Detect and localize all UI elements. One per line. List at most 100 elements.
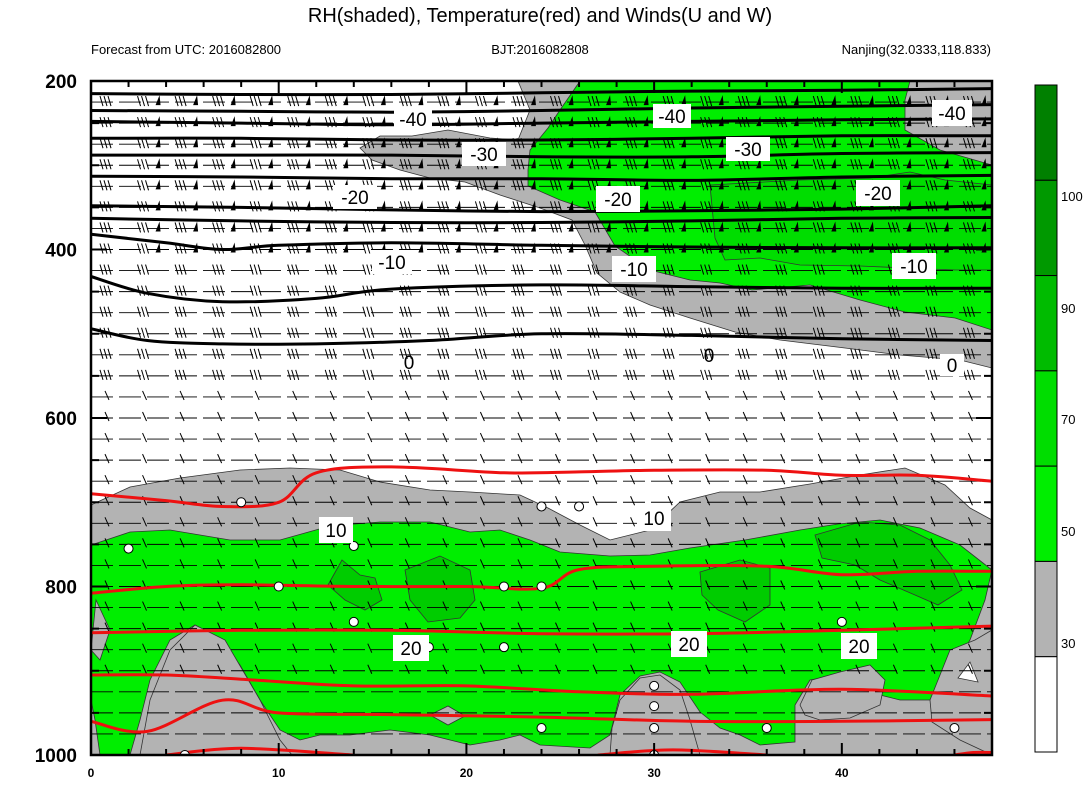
calm-circle — [536, 723, 547, 734]
red-isotherm-line — [91, 624, 992, 636]
calm-circle — [574, 501, 585, 512]
red-isotherm-line — [91, 465, 992, 509]
wind-barb — [812, 348, 825, 359]
wind-barb — [592, 664, 598, 674]
red-isotherm-line — [91, 698, 992, 734]
wind-barb — [775, 158, 799, 170]
isotherm-label-20-a: 20 — [393, 635, 429, 661]
wind-barb — [555, 517, 560, 527]
wind-barb — [512, 200, 536, 212]
wind-barb — [474, 179, 499, 191]
wind-barb — [404, 559, 410, 569]
wind-barb — [705, 517, 711, 527]
calm-circle — [649, 723, 660, 734]
isotherm-label-0-b: 0 — [704, 346, 715, 367]
wind-barb — [442, 496, 448, 506]
wind-barb — [479, 622, 485, 632]
wind-barb — [99, 285, 112, 296]
wind-barb — [930, 432, 936, 443]
wind-barb — [550, 200, 574, 212]
wind-barb — [437, 179, 461, 191]
svg-text:-30: -30 — [734, 140, 761, 161]
black-isotherm-line — [91, 117, 992, 127]
wind-barb — [442, 453, 448, 464]
wind-barb — [437, 327, 450, 338]
wind-barb — [292, 517, 298, 527]
wind-barb — [324, 327, 337, 338]
wind-barb — [855, 580, 861, 590]
calm-circle — [836, 616, 847, 627]
colorbar: 30 50 70 90 100 — [1034, 84, 1083, 753]
wind-barb — [137, 179, 161, 191]
wind-barb — [329, 432, 335, 443]
wind-barb — [142, 643, 147, 653]
svg-text:-20: -20 — [864, 184, 891, 205]
red-isotherm-line — [91, 564, 992, 595]
isotherm-label-m20-a: -20 — [333, 185, 377, 209]
wind-barb — [667, 601, 673, 611]
wind-barb — [625, 95, 649, 107]
wind-barb — [630, 411, 636, 422]
wind-barb — [892, 664, 898, 674]
wind-barb — [592, 622, 598, 632]
wind-barb — [479, 453, 485, 464]
wind-barb — [367, 664, 373, 674]
wind-barb — [254, 453, 260, 464]
wind-barb — [775, 221, 799, 233]
y-tick-label-1000: 1000 — [35, 746, 77, 767]
wind-barb — [324, 95, 349, 107]
wind-barb — [780, 411, 786, 422]
wind-barb — [817, 538, 823, 548]
wind-barb — [662, 264, 675, 275]
wind-barb — [367, 390, 373, 401]
wind-barb — [892, 559, 898, 569]
wind-barb — [592, 432, 598, 443]
wind-barb — [324, 285, 337, 296]
wind-barb — [249, 264, 262, 275]
wind-barb — [404, 664, 410, 674]
wind-barb — [817, 517, 823, 527]
wind-barb — [817, 390, 823, 401]
wind-barb — [442, 664, 448, 674]
wind-barb — [174, 306, 187, 317]
wind-barb — [705, 622, 711, 632]
wind-barb — [592, 474, 598, 485]
wind-barb — [367, 411, 373, 422]
wind-barb — [892, 601, 898, 611]
rh-gray-tongue-2 — [799, 664, 886, 721]
svg-text:-30: -30 — [470, 145, 497, 166]
wind-barb — [625, 369, 638, 381]
wind-barb — [287, 221, 311, 233]
wind-barb — [555, 643, 560, 653]
wind-barb — [705, 538, 711, 548]
wind-barb — [892, 538, 898, 548]
wind-barb — [517, 453, 523, 464]
wind-barb — [404, 517, 410, 527]
wind-barb — [254, 474, 260, 485]
isotherm-label-m10-b: -10 — [612, 256, 656, 282]
wind-barb — [142, 622, 147, 632]
wind-barb — [667, 622, 673, 632]
wind-barb — [892, 432, 898, 443]
wind-barb — [174, 264, 187, 275]
wind-barb — [817, 601, 823, 611]
wind-barb — [817, 496, 823, 506]
y-tick-label-800: 800 — [45, 578, 77, 599]
wind-barb — [217, 453, 223, 464]
wind-barb — [662, 369, 675, 381]
wind-barb — [737, 369, 750, 381]
wind-barb — [292, 453, 298, 464]
wind-barb — [667, 432, 673, 443]
wind-barb — [217, 411, 223, 422]
wind-barb — [474, 369, 487, 381]
y-tick-label-400: 400 — [45, 241, 77, 262]
wind-barb — [324, 264, 337, 275]
wind-barb — [775, 369, 788, 381]
svg-text:10: 10 — [643, 509, 664, 530]
wind-barb — [329, 601, 335, 611]
wind-barb — [104, 453, 110, 464]
wind-barb — [630, 474, 636, 485]
wind-barb — [437, 264, 450, 275]
wind-barb — [737, 348, 750, 359]
wind-barb — [367, 432, 373, 443]
